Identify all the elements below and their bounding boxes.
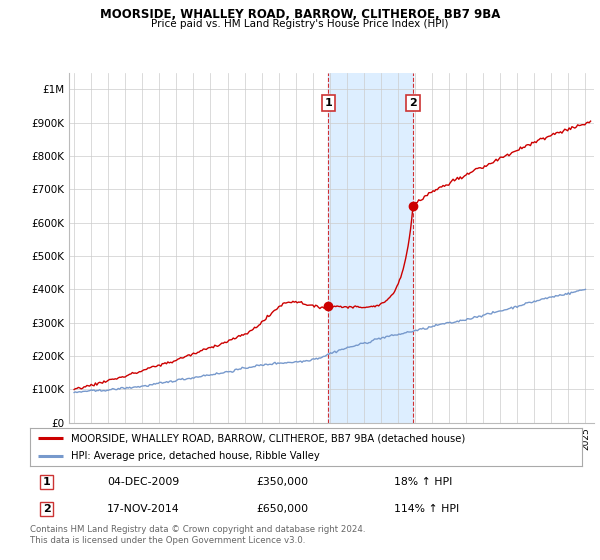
Text: 04-DEC-2009: 04-DEC-2009 xyxy=(107,477,179,487)
Text: 17-NOV-2014: 17-NOV-2014 xyxy=(107,504,180,514)
Text: MOORSIDE, WHALLEY ROAD, BARROW, CLITHEROE, BB7 9BA (detached house): MOORSIDE, WHALLEY ROAD, BARROW, CLITHERO… xyxy=(71,433,466,443)
Text: 2: 2 xyxy=(409,98,417,108)
Text: £350,000: £350,000 xyxy=(256,477,308,487)
Text: HPI: Average price, detached house, Ribble Valley: HPI: Average price, detached house, Ribb… xyxy=(71,451,320,461)
Text: 18% ↑ HPI: 18% ↑ HPI xyxy=(394,477,452,487)
Text: 2: 2 xyxy=(43,504,50,514)
Text: 1: 1 xyxy=(325,98,332,108)
Text: Contains HM Land Registry data © Crown copyright and database right 2024.
This d: Contains HM Land Registry data © Crown c… xyxy=(30,525,365,545)
Text: 1: 1 xyxy=(43,477,50,487)
Text: MOORSIDE, WHALLEY ROAD, BARROW, CLITHEROE, BB7 9BA: MOORSIDE, WHALLEY ROAD, BARROW, CLITHERO… xyxy=(100,8,500,21)
Text: Price paid vs. HM Land Registry's House Price Index (HPI): Price paid vs. HM Land Registry's House … xyxy=(151,19,449,29)
Text: £650,000: £650,000 xyxy=(256,504,308,514)
Bar xyxy=(328,73,413,423)
Text: 114% ↑ HPI: 114% ↑ HPI xyxy=(394,504,460,514)
